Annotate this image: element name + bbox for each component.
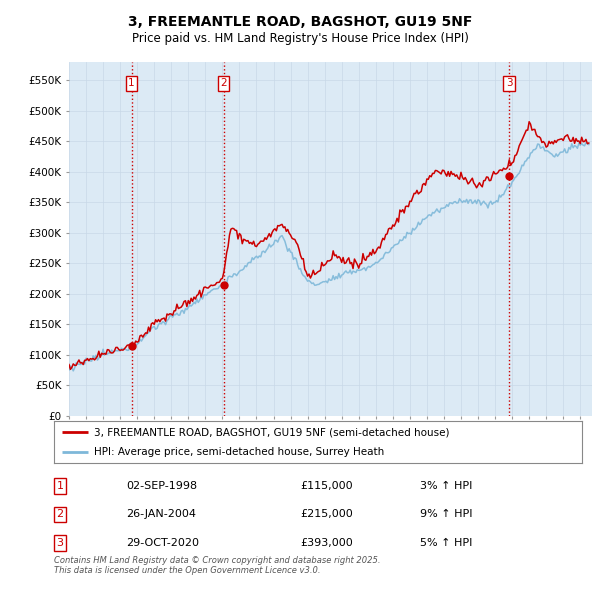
Text: 02-SEP-1998: 02-SEP-1998 <box>126 481 197 491</box>
Text: Contains HM Land Registry data © Crown copyright and database right 2025.
This d: Contains HM Land Registry data © Crown c… <box>54 556 380 575</box>
Text: 3, FREEMANTLE ROAD, BAGSHOT, GU19 5NF (semi-detached house): 3, FREEMANTLE ROAD, BAGSHOT, GU19 5NF (s… <box>94 427 449 437</box>
Text: £215,000: £215,000 <box>300 510 353 519</box>
Text: £393,000: £393,000 <box>300 538 353 548</box>
Text: 5% ↑ HPI: 5% ↑ HPI <box>420 538 472 548</box>
Text: 1: 1 <box>56 481 64 491</box>
Text: 26-JAN-2004: 26-JAN-2004 <box>126 510 196 519</box>
Text: 3: 3 <box>56 538 64 548</box>
Text: 29-OCT-2020: 29-OCT-2020 <box>126 538 199 548</box>
Text: 2: 2 <box>220 78 227 88</box>
Bar <box>131 62 224 416</box>
Text: 3: 3 <box>506 78 512 88</box>
Text: Price paid vs. HM Land Registry's House Price Index (HPI): Price paid vs. HM Land Registry's House … <box>131 32 469 45</box>
Text: 3% ↑ HPI: 3% ↑ HPI <box>420 481 472 491</box>
Text: 9% ↑ HPI: 9% ↑ HPI <box>420 510 473 519</box>
Text: £115,000: £115,000 <box>300 481 353 491</box>
Text: HPI: Average price, semi-detached house, Surrey Heath: HPI: Average price, semi-detached house,… <box>94 447 384 457</box>
Text: 2: 2 <box>56 510 64 519</box>
Text: 3, FREEMANTLE ROAD, BAGSHOT, GU19 5NF: 3, FREEMANTLE ROAD, BAGSHOT, GU19 5NF <box>128 15 472 29</box>
Text: 1: 1 <box>128 78 135 88</box>
